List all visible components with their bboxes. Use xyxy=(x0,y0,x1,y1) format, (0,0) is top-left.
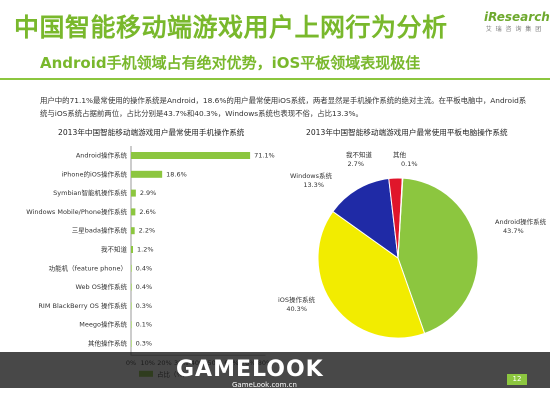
bar-value-label: 0.1% xyxy=(136,321,153,329)
bar-value-label: 0.4% xyxy=(136,264,153,272)
bar-category-label: RIM BlackBerry OS 操作系统 xyxy=(38,301,127,310)
bar-category-label: 其他操作系统 xyxy=(88,339,128,348)
bar-value-label: 0.4% xyxy=(136,283,153,291)
bar-value-label: 1.2% xyxy=(137,246,154,254)
bar xyxy=(131,246,134,253)
bar-category-label: Android操作系统 xyxy=(76,151,128,160)
pie-slice xyxy=(397,177,404,259)
bar-category-label: 我不知道 xyxy=(101,245,128,254)
bar-category-label: 功能机（feature phone） xyxy=(49,263,127,272)
page-subtitle: Android手机领域占有绝对优势，iOS平板领域表现极佳 xyxy=(40,54,421,72)
page-title: 中国智能移动端游戏用户上网行为分析 xyxy=(14,13,448,42)
pie-slice-label: 其他 xyxy=(393,150,407,159)
bar-value-label: 0.3% xyxy=(136,302,153,310)
pie-slice-label: Android操作系统 xyxy=(495,217,547,226)
pie-slice-value: 40.3% xyxy=(286,305,307,313)
pie-slice-value: 13.3% xyxy=(303,181,324,189)
bar xyxy=(131,189,136,197)
bar-category-label: 三星bada操作系统 xyxy=(72,226,128,235)
pie-slice-label: Windows系统 xyxy=(290,171,333,180)
bar xyxy=(131,170,163,178)
pie-slice-value: 2.7% xyxy=(347,160,364,168)
bar xyxy=(131,340,132,347)
pie-slice xyxy=(397,177,479,335)
bar-category-label: Symbian智能机操作系统 xyxy=(53,188,127,197)
bar-value-label: 2.9% xyxy=(140,189,157,197)
bar-chart-title: 2013年中国智能移动端游戏用户最常使用手机操作系统 xyxy=(58,128,245,137)
bar-category-label: Web OS操作系统 xyxy=(76,282,128,291)
page-number: 12 xyxy=(507,374,527,385)
bar-value-label: 2.2% xyxy=(139,227,156,235)
bar-category-label: Meego操作系统 xyxy=(79,320,127,329)
bar xyxy=(131,283,132,291)
pie-slice xyxy=(332,177,399,260)
pie-chart-title: 2013年中国智能移动端游戏用户最常使用平板电脑操作系统 xyxy=(306,128,508,137)
logo-brand: iResearch xyxy=(484,10,550,24)
watermark-text: GAMELOOK xyxy=(176,357,324,382)
divider xyxy=(0,78,550,80)
bar-value-label: 2.6% xyxy=(139,208,156,216)
pie-slice xyxy=(317,210,426,339)
summary-paragraph: 用户中的71.1%最常使用的操作系统是Android，18.6%的用户最常使用i… xyxy=(40,96,527,118)
bar xyxy=(131,264,132,272)
bar-category-label: Windows Mobile/Phone操作系统 xyxy=(26,207,127,216)
logo-subtext: 艾 瑞 咨 询 集 团 xyxy=(485,26,543,33)
pie-slice-value: 0.1% xyxy=(401,160,418,168)
bar xyxy=(131,152,251,159)
bar-value-label: 0.3% xyxy=(136,340,153,348)
watermark-url: GameLook.com.cn xyxy=(232,381,297,389)
pie-slice-label: iOS操作系统 xyxy=(278,295,316,304)
pie-slice-value: 43.7% xyxy=(503,227,524,235)
bar xyxy=(131,302,132,310)
bar-value-label: 18.6% xyxy=(166,170,187,178)
bar-value-label: 71.1% xyxy=(254,152,275,160)
watermark-band xyxy=(0,352,550,388)
bar xyxy=(131,227,135,235)
pie-slice-label: 我不知道 xyxy=(346,150,373,159)
bar xyxy=(131,321,132,329)
bar-category-label: iPhone的iOS操作系统 xyxy=(62,169,128,178)
bar xyxy=(131,208,136,216)
logo: iResearch 艾 瑞 咨 询 集 团 xyxy=(484,10,550,33)
